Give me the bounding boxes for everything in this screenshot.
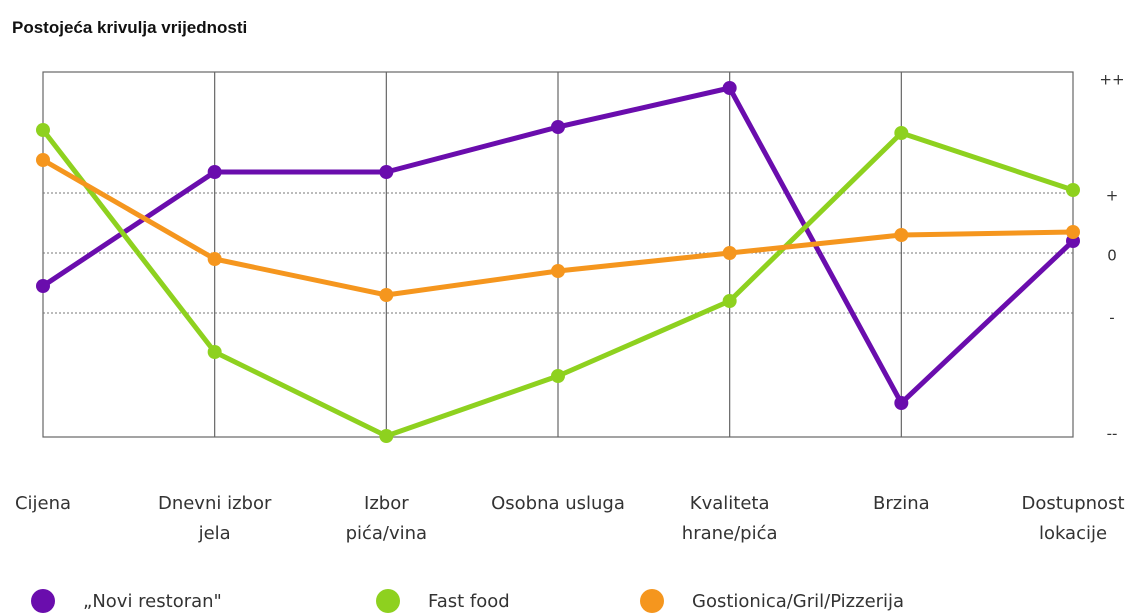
data-point [36,123,50,137]
series-lines [36,81,1080,443]
data-point [894,126,909,140]
legend: „Novi restoran" Fast food Gostionica/Gril/… [31,589,904,613]
data-point [722,294,737,308]
data-point [1066,225,1080,239]
x-tick-label: Cijena [15,493,71,514]
y-tick-label: - [1109,309,1114,327]
x-tick-label: Dnevni izbor jela [158,493,272,544]
x-tick-label: Kvaliteta hrane/pića [682,493,778,544]
legend-label: „Novi restoran" [83,591,222,612]
data-point [207,345,222,359]
data-point [1066,183,1080,197]
data-point [379,429,394,443]
data-point [379,288,394,302]
x-tick-label: Izbor pića/vina [346,493,428,544]
x-tick-label: Dostupnost lokacije [1022,493,1125,544]
data-point [894,396,909,410]
legend-marker [376,589,400,613]
legend-label: Gostionica/Gril/Pizzerija [692,591,904,612]
y-tick-labels: +++0--- [1099,71,1124,443]
legend-label: Fast food [428,591,510,612]
x-tick-label: Osobna usluga [491,493,625,514]
data-point [551,264,565,278]
data-point [36,153,50,167]
y-tick-label: ++ [1099,71,1124,89]
data-point [207,252,222,266]
y-tick-label: + [1106,187,1119,205]
data-point [36,279,50,293]
data-point [894,228,909,242]
data-point [722,246,737,260]
legend-marker [31,589,55,613]
data-point [551,369,565,383]
data-point [207,165,222,179]
chart-title: Postojeća krivulja vrijednosti [12,18,248,37]
data-point [722,81,737,95]
x-tick-labels: Cijena Dnevni izbor jela Izbor pića/vina Osob… [15,493,1125,544]
y-tick-label: -- [1107,425,1118,443]
data-point [551,120,565,134]
data-point [379,165,394,179]
x-tick-label: Brzina [873,493,930,514]
legend-marker [640,589,664,613]
y-tick-label: 0 [1107,247,1117,265]
